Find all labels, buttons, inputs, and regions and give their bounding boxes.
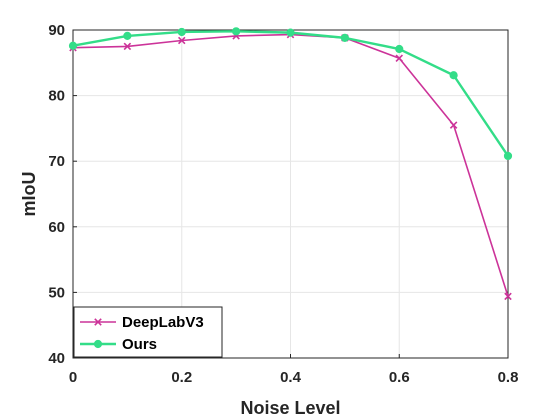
x-axis-title: Noise Level — [240, 398, 340, 418]
legend-label: Ours — [122, 336, 157, 353]
y-tick-label: 50 — [48, 284, 65, 301]
y-tick-label: 70 — [48, 153, 65, 170]
x-tick-label: 0.2 — [171, 369, 192, 386]
x-marker-stroke — [177, 36, 186, 45]
legend-item-deeplabv3: DeepLabV3 — [80, 314, 204, 331]
data-point-ours — [395, 44, 404, 54]
data-point-ours — [449, 71, 458, 80]
series-layer — [68, 27, 513, 301]
legend: DeepLabV3 Ours — [73, 306, 223, 358]
legend-swatch-marker — [93, 339, 103, 349]
data-point-deeplabv3 — [123, 42, 132, 51]
data-point-deeplabv3 — [395, 54, 404, 62]
x-marker-stroke — [94, 318, 102, 326]
x-tick-label: 0 — [69, 369, 77, 386]
x-tick-label: 0.6 — [389, 369, 410, 386]
data-point-ours — [232, 27, 241, 36]
data-point-ours — [123, 31, 132, 41]
data-point-ours — [177, 27, 186, 37]
tick-labels: 0 0.2 0.4 0.6 0.8 40 50 60 70 80 90 — [48, 22, 518, 386]
legend-label: DeepLabV3 — [122, 314, 204, 331]
legend-item-ours: Ours — [80, 336, 157, 353]
x-tick-label: 0.8 — [498, 369, 519, 386]
data-point-deeplabv3 — [177, 36, 186, 45]
legend-items: DeepLabV3 Ours — [80, 314, 204, 353]
x-marker-stroke — [504, 292, 512, 301]
y-tick-label: 60 — [48, 219, 65, 236]
data-point-deeplabv3 — [449, 121, 458, 129]
legend-swatch-marker — [94, 318, 102, 326]
data-point-deeplabv3 — [504, 292, 512, 301]
series-ours — [68, 27, 513, 161]
y-tick-label: 90 — [48, 22, 65, 39]
data-point-ours — [286, 28, 295, 37]
x-marker-stroke — [395, 54, 404, 62]
x-marker-stroke — [449, 121, 458, 129]
y-tick-label: 80 — [48, 88, 65, 105]
y-axis-title: mIoU — [19, 172, 39, 217]
data-point-ours — [68, 41, 78, 50]
legend-box — [73, 306, 223, 358]
data-point-ours — [503, 151, 513, 161]
y-tick-label: 40 — [48, 350, 65, 367]
x-tick-label: 0.4 — [280, 369, 302, 386]
data-point-ours — [340, 33, 349, 42]
x-marker-stroke — [123, 42, 132, 51]
